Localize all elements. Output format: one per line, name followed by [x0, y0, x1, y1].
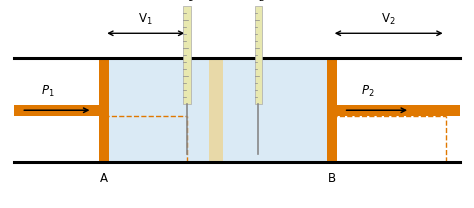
Text: V$_2$: V$_2$	[382, 12, 396, 27]
Text: V$_1$: V$_1$	[138, 12, 153, 27]
Text: B: B	[328, 172, 336, 185]
Bar	[99, 58, 109, 162]
Text: T$_2$: T$_2$	[252, 0, 265, 4]
Bar	[337, 104, 460, 116]
Bar	[14, 104, 99, 116]
Text: T$_1$: T$_1$	[180, 0, 194, 4]
Text: P$_2$: P$_2$	[361, 84, 374, 99]
Bar	[104, 58, 332, 162]
Bar	[255, 6, 262, 104]
Bar	[209, 58, 223, 162]
Text: P$_1$: P$_1$	[41, 84, 54, 99]
Text: A: A	[100, 172, 108, 185]
Bar	[183, 6, 191, 104]
Bar	[327, 58, 337, 162]
